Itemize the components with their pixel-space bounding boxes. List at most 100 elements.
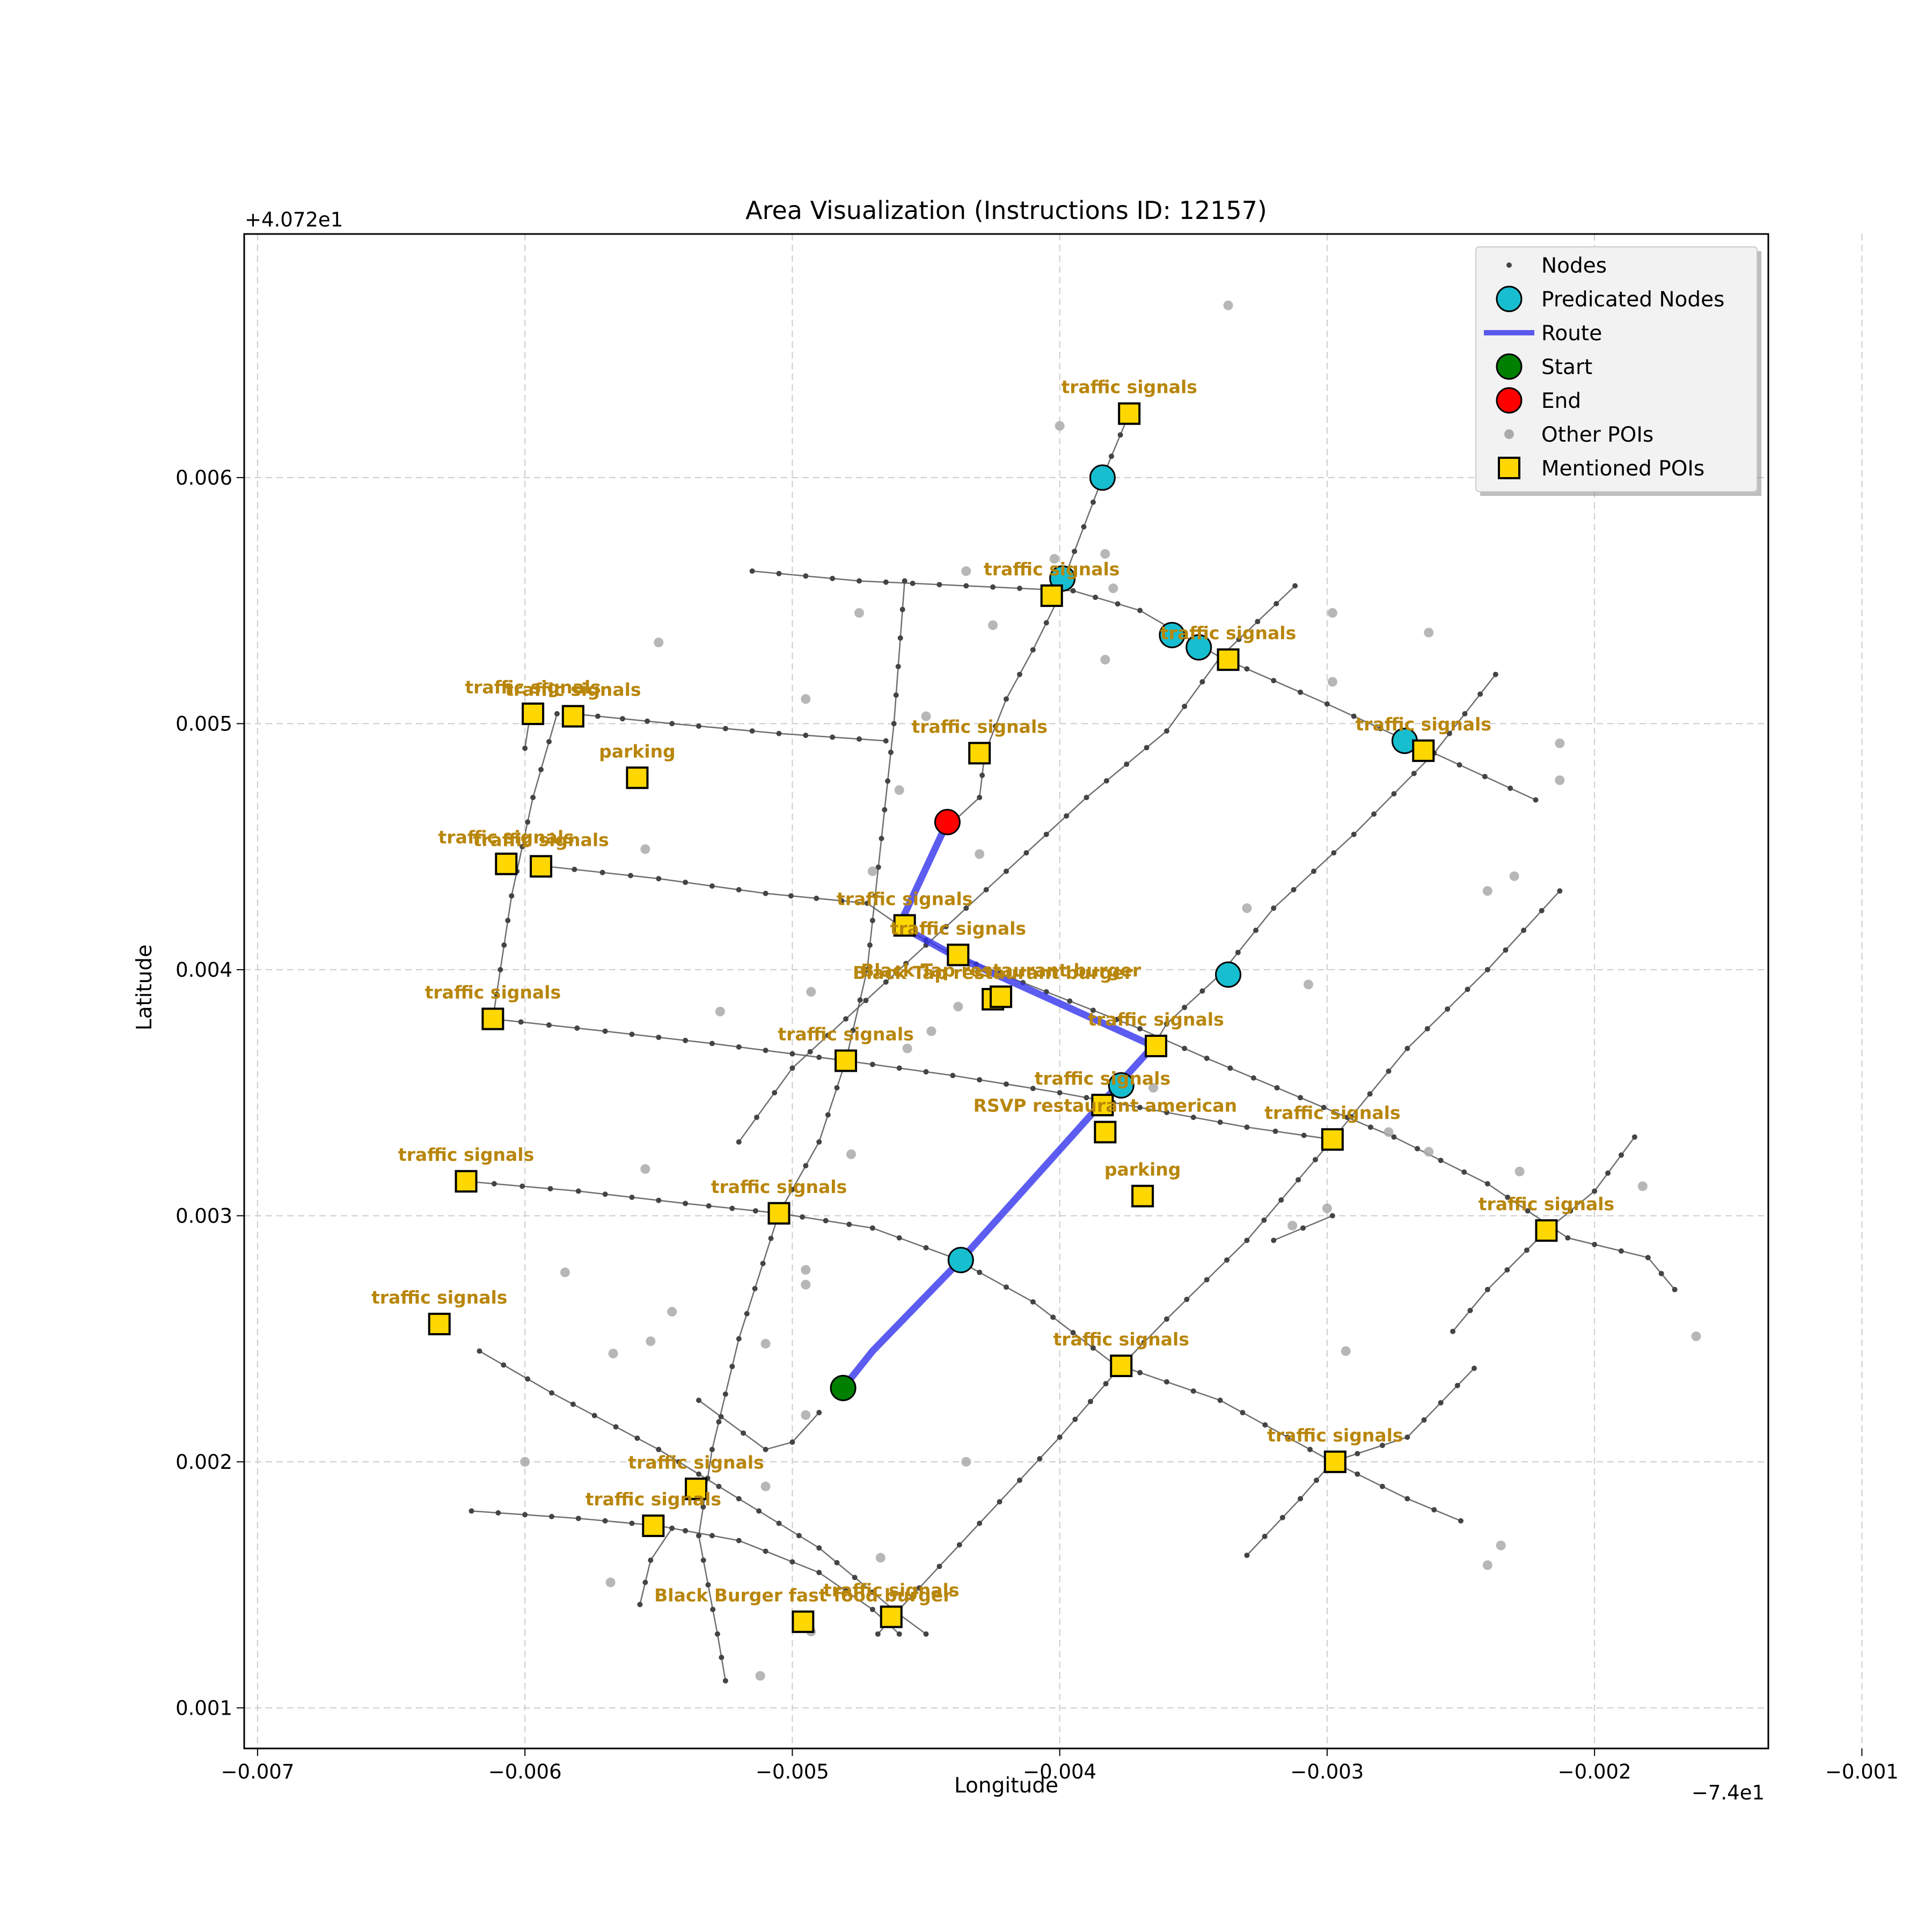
street-node — [776, 1520, 782, 1526]
street-node — [776, 730, 782, 736]
street-node — [736, 1044, 742, 1050]
street-node — [800, 1214, 806, 1220]
street-node — [1379, 1483, 1385, 1489]
mentioned-poi-label: traffic signals — [1479, 1194, 1614, 1214]
street-node — [823, 1218, 829, 1224]
street-node — [1525, 1208, 1531, 1214]
street-node — [749, 728, 755, 734]
street-node — [1367, 1091, 1373, 1097]
street-node — [477, 1348, 482, 1354]
street-node — [1313, 1477, 1319, 1483]
mentioned-poi-marker — [1323, 1450, 1346, 1473]
mentioned-poi-marker — [767, 1202, 791, 1225]
street-node — [1016, 1477, 1022, 1483]
street-node — [530, 794, 536, 800]
street-node — [1250, 1075, 1256, 1081]
legend-node-symbol — [1506, 262, 1512, 268]
street-node — [1431, 1507, 1437, 1513]
y-tick-label: 0.006 — [175, 466, 232, 489]
street-node — [656, 1197, 662, 1203]
street-node — [869, 1062, 875, 1067]
street-node — [897, 635, 903, 641]
street-node — [696, 1533, 702, 1539]
street-node — [923, 1245, 929, 1250]
street-node — [956, 1542, 962, 1548]
street-node — [554, 711, 560, 717]
mentioned-poi-marker — [530, 855, 553, 878]
street-node — [1278, 1197, 1284, 1203]
street-node — [518, 1019, 524, 1025]
street-node — [1204, 1277, 1210, 1283]
street-node — [705, 1582, 711, 1588]
mentioned-poi-marker — [1118, 402, 1141, 425]
street-node — [714, 1631, 720, 1637]
street-node — [1070, 1330, 1076, 1336]
x-tick-label: −0.007 — [221, 1760, 294, 1783]
street-node — [883, 579, 889, 585]
street-node — [642, 1579, 648, 1585]
mentioned-poi-marker — [893, 914, 916, 937]
mentioned-poi-label: parking — [599, 741, 676, 762]
street-node — [891, 721, 897, 727]
mentioned-poi-marker — [455, 1170, 478, 1193]
street-node — [896, 1631, 902, 1637]
other-poi-dot — [520, 1457, 530, 1467]
street-node — [864, 901, 870, 906]
street-node — [1262, 1422, 1268, 1428]
street-node — [1072, 548, 1078, 554]
mentioned-poi-label: traffic signals — [1264, 1102, 1400, 1123]
street-node — [1298, 1496, 1304, 1502]
street-node — [1539, 908, 1545, 913]
street-node — [729, 1364, 735, 1370]
street-node — [1114, 1016, 1119, 1022]
street-node — [722, 726, 728, 731]
street-node — [863, 998, 869, 1004]
street-node — [491, 1181, 497, 1187]
street-node — [669, 1525, 675, 1531]
mentioned-poi-marker — [1217, 648, 1240, 671]
legend-predicated-symbol — [1496, 286, 1523, 312]
other-poi-dot — [902, 1043, 912, 1053]
street-node — [729, 1205, 735, 1211]
street-node — [546, 739, 552, 745]
street-node — [1631, 1134, 1637, 1140]
street-node — [1477, 691, 1483, 697]
axis-ticks: −0.007 −0.006 −0.005 −0.004 −0.003 −0.002 −0.0… — [175, 466, 1899, 1783]
mentioned-poi-label: traffic signals — [1053, 1329, 1189, 1350]
mentioned-poi-label: traffic signals — [438, 827, 574, 848]
other-poi-dot — [921, 711, 931, 721]
other-poi-dot — [640, 844, 650, 854]
mentioned-poi-label: traffic signals — [371, 1287, 507, 1308]
street-node — [1090, 1007, 1096, 1013]
street-node — [1255, 619, 1261, 625]
street-node — [867, 942, 873, 948]
street-node — [709, 1533, 715, 1539]
street-node — [1592, 1188, 1598, 1194]
street-node — [1462, 711, 1468, 717]
street-node — [575, 1516, 581, 1521]
street-node — [1450, 1328, 1456, 1334]
street-node — [1504, 1267, 1510, 1273]
street-node — [1533, 797, 1539, 803]
street-node — [627, 873, 633, 879]
street-node — [1271, 905, 1277, 911]
street-node — [1524, 1247, 1529, 1253]
street-node — [895, 664, 901, 670]
mentioned-poi-marker — [1535, 1219, 1558, 1242]
street-node — [936, 582, 942, 588]
street-node — [789, 1439, 795, 1445]
mentioned-poi-label: RSVP restaurant american — [974, 1095, 1237, 1116]
mentioned-poi-marker — [1094, 1121, 1117, 1144]
street-node — [716, 1483, 722, 1489]
x-tick-label: −0.003 — [1290, 1760, 1364, 1783]
mentioned-poi-label: Black Tap restaurant burger — [861, 960, 1141, 980]
street-node — [752, 1208, 758, 1214]
mentioned-poi-label: traffic signals — [711, 1176, 847, 1197]
street-node — [1568, 1208, 1574, 1214]
street-node — [1484, 1181, 1490, 1187]
street-node — [1199, 988, 1205, 994]
street-node — [963, 905, 969, 911]
other-poi-dot — [926, 1026, 936, 1036]
street-node — [1093, 595, 1099, 601]
street-node — [1438, 1158, 1444, 1163]
